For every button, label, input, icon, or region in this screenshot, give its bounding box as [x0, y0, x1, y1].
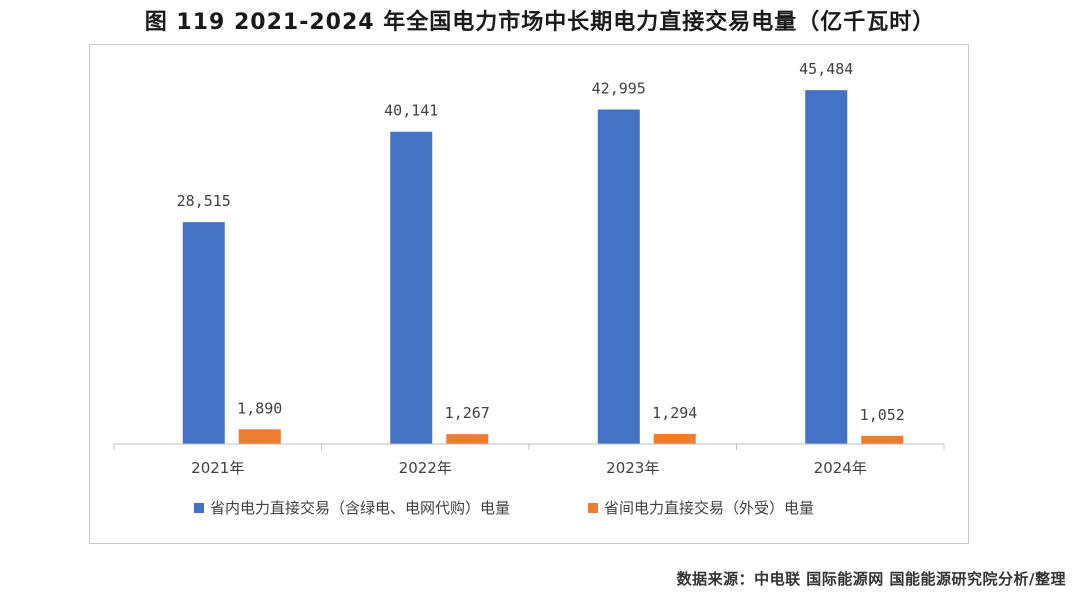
bar-inter-province-1	[446, 434, 489, 444]
x-tick-label: 2024年	[814, 459, 867, 477]
legend-label-inter-province: 省间电力直接交易（外受）电量	[604, 499, 814, 517]
x-axis: 2021年 2022年 2023年 2024年	[113, 443, 945, 477]
legend: 省内电力直接交易（含绿电、电网代购）电量 省间电力直接交易（外受）电量	[194, 499, 814, 517]
data-label-intra-province-1: 40,141	[384, 102, 438, 120]
data-label-intra-province-3: 45,484	[799, 60, 853, 78]
legend-swatch-intra-province	[194, 503, 204, 513]
data-label-intra-province-2: 42,995	[592, 79, 646, 97]
source-note: 数据来源：中电联 国际能源网 国能能源研究院分析/整理	[676, 570, 1066, 588]
bar-intra-province-3	[805, 90, 848, 445]
bar-intra-province-2	[597, 109, 640, 444]
bar-intra-province-1	[390, 131, 433, 445]
data-label-inter-province-0: 1,890	[237, 399, 282, 417]
bars-layer	[182, 90, 904, 445]
bar-inter-province-2	[653, 433, 696, 444]
x-tick-label: 2021年	[191, 459, 244, 477]
bar-chart: 28,515 1,890 40,141 1,267 42,995 1,294 45,484 1…	[113, 60, 945, 517]
data-labels-layer: 28,515 1,890 40,141 1,267 42,995 1,294 45,484 1…	[177, 60, 905, 424]
data-label-inter-province-3: 1,052	[860, 406, 905, 424]
chart-frame: 28,515 1,890 40,141 1,267 42,995 1,294 45,484 1…	[89, 44, 969, 544]
legend-label-intra-province: 省内电力直接交易（含绿电、电网代购）电量	[210, 499, 510, 517]
data-label-inter-province-2: 1,294	[652, 404, 697, 422]
bar-inter-province-0	[238, 429, 281, 444]
data-label-intra-province-0: 28,515	[177, 192, 231, 210]
bar-intra-province-0	[182, 222, 225, 444]
x-tick-label: 2023年	[606, 459, 659, 477]
bar-inter-province-3	[861, 435, 904, 444]
page-title: 图 119 2021-2024 年全国电力市场中长期电力直接交易电量（亿千瓦时）	[144, 10, 936, 35]
x-tick-label: 2022年	[399, 459, 452, 477]
data-label-inter-province-1: 1,267	[445, 404, 490, 422]
legend-swatch-inter-province	[588, 503, 598, 513]
